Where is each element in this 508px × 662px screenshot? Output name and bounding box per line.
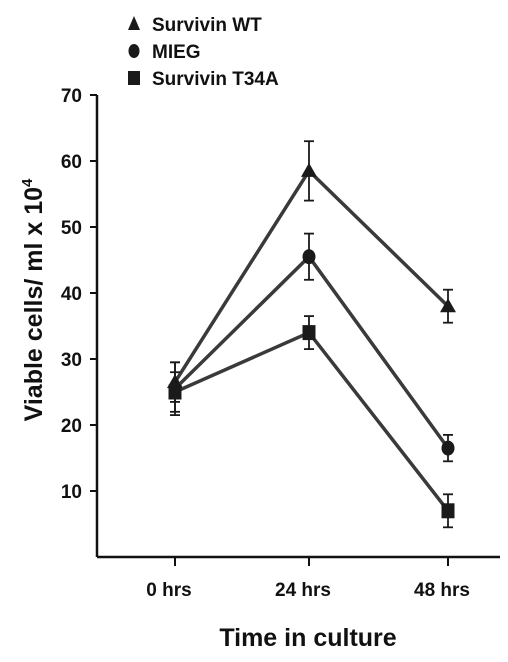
x-axis-title: Time in culture [219,624,396,652]
x-tick-label: 24 hrs [275,580,331,601]
legend-label: MIEG [152,42,201,63]
legend-item: MIEG [128,42,201,63]
legend-item: Survivin WT [128,15,262,36]
x-tick-label: 0 hrs [146,580,191,601]
y-tick-label: 10 [61,482,82,503]
data-point [440,298,456,313]
series-layer [167,140,456,529]
data-point [302,249,316,265]
series-survivin-t34a [168,315,455,529]
x-tick-label: 48 hrs [414,580,470,601]
y-axis-title-exponent: 4 [19,178,36,187]
series-line [173,254,450,450]
x-ticks: 0 hrs 24 hrs 48 hrs [146,557,470,601]
y-tick-label: 30 [61,350,82,371]
data-point [441,440,455,456]
legend-label: Survivin T34A [152,69,279,90]
circle-icon [128,44,140,58]
series-mieg [168,232,455,463]
series-line [174,330,450,512]
legend-label: Survivin WT [152,15,262,36]
y-ticks: 10 20 30 40 50 60 70 [61,86,97,503]
axes [95,95,500,559]
y-tick-label: 60 [61,152,82,173]
data-point [302,325,316,341]
square-icon [128,71,140,85]
y-tick-label: 40 [61,284,82,305]
y-tick-label: 70 [61,86,82,107]
y-axis-title: Viable cells/ ml x 104 [19,178,48,421]
series-survivin-wt [167,140,456,403]
data-point [441,503,455,519]
y-axis-title-main: Viable cells/ ml x 10 [20,187,48,421]
legend-item: Survivin T34A [128,69,279,90]
data-point [301,162,317,177]
y-tick-label: 20 [61,416,82,437]
y-tick-label: 50 [61,218,82,239]
data-point [168,384,182,400]
triangle-icon [128,16,140,30]
legend: Survivin WT MIEG Survivin T34A [128,15,279,90]
